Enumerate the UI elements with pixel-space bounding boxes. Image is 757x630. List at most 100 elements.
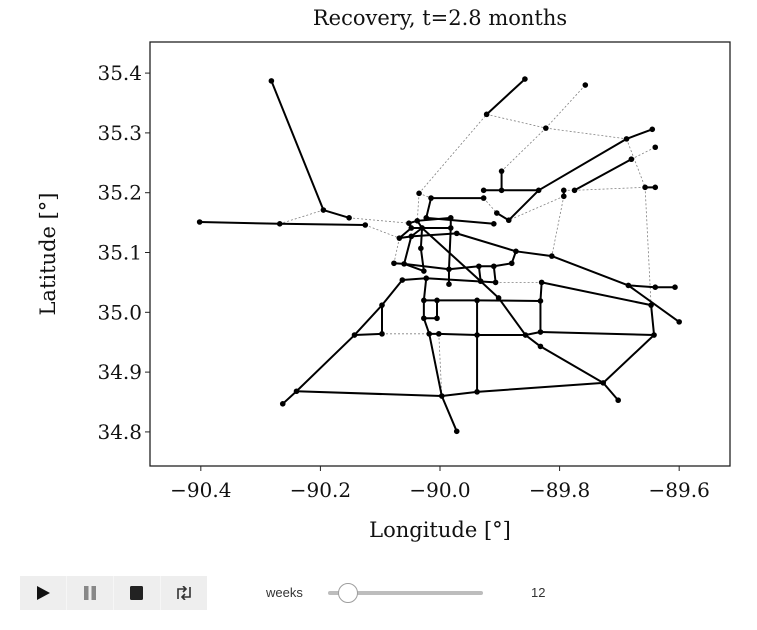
chart-title: Recovery, t=2.8 months [313,6,567,30]
slider-value: 12 [531,585,546,600]
restored-edge [573,158,633,192]
network-node [537,298,544,304]
network-node [379,302,385,308]
restored-edge [447,226,452,271]
restored-edge [295,334,356,393]
loop-button[interactable] [160,576,207,610]
damaged-edge [626,138,646,188]
y-axis: 35.4 35.3 35.2 35.1 35.0 34.9 34.8 [97,61,150,444]
restored-edge [428,332,443,398]
network-node [505,217,512,224]
network-node [428,195,434,201]
network-node [513,248,519,255]
loop-icon [177,586,191,600]
restored-edge [514,250,553,258]
restored-edge [455,232,517,253]
network-node [582,82,589,88]
y-tick-label: 35.4 [97,61,142,85]
damaged-edge [551,196,565,257]
network-node [494,210,500,216]
network-node [623,136,630,142]
network-node [651,332,657,338]
damaged-edge [631,146,656,160]
restored-edge [422,277,428,302]
restored-edge [476,299,542,302]
network-node [421,268,427,274]
network-node [436,331,442,337]
network-node [495,295,502,301]
restored-edge [627,284,681,323]
network-node [446,281,452,288]
network-node [414,218,421,224]
restored-edge [625,128,654,140]
network-node [615,397,621,404]
network-node [453,428,460,435]
network-node [498,168,505,174]
restored-edge [401,277,428,282]
restored-edge [198,221,281,225]
network-node [492,279,499,286]
network-node [346,215,352,221]
network-node [401,261,407,267]
play-button[interactable] [20,576,66,610]
restored-edge [322,209,351,219]
restored-edge [537,137,628,192]
restored-edge [476,381,605,393]
y-tick-label: 34.9 [97,360,142,384]
restored-edge [278,222,367,226]
network-node [483,111,490,118]
pause-icon [84,586,96,600]
y-tick-label: 35.3 [97,121,142,145]
damaged-edge [508,195,564,221]
network-node [560,187,567,194]
network-node [423,275,430,282]
restored-edge [440,395,458,433]
restored-edge [281,390,298,405]
network-node [491,263,497,270]
network-node [491,220,497,227]
network-node [652,284,659,290]
restored-edge [524,334,542,348]
network-node [652,144,659,151]
network-node [522,76,528,82]
restored-edge [410,232,458,238]
x-tick-label: −90.0 [409,478,470,502]
pause-button[interactable] [66,576,113,610]
restored-edge [539,345,605,384]
restored-edge [403,262,450,271]
slider-track[interactable] [328,591,483,595]
damaged-edge [545,127,627,140]
network-node [416,190,422,197]
damaged-edge [393,238,400,264]
x-axis-label: Longitude [°] [369,518,511,542]
x-tick-label: −90.4 [170,478,231,502]
restored-edge [485,78,526,116]
network-node [408,225,415,231]
stop-button[interactable] [113,576,160,610]
network-node [535,187,542,194]
network-node [196,219,203,225]
restored-edge [602,381,620,402]
network-node [628,156,635,163]
y-tick-label: 35.1 [97,241,142,265]
network-node [600,380,607,386]
restored-edge [416,216,452,222]
network-node [537,343,544,350]
restored-edge [381,279,404,307]
slider-thumb[interactable] [337,583,358,603]
damaged-edge [545,84,586,129]
damaged-edge [418,114,487,194]
restored-edge [602,334,656,384]
restored-edge [425,277,497,284]
y-tick-label: 34.8 [97,420,142,444]
restored-edge [403,235,413,265]
network-node [480,187,487,194]
damaged-edge [574,186,646,191]
restored-edge [437,332,479,337]
network-node [406,220,412,227]
x-tick-label: −89.6 [649,478,710,502]
weeks-slider[interactable] [328,583,483,603]
damaged-edge [486,113,546,129]
y-axis-label: Latitude [°] [36,192,60,315]
network-node [549,253,555,259]
